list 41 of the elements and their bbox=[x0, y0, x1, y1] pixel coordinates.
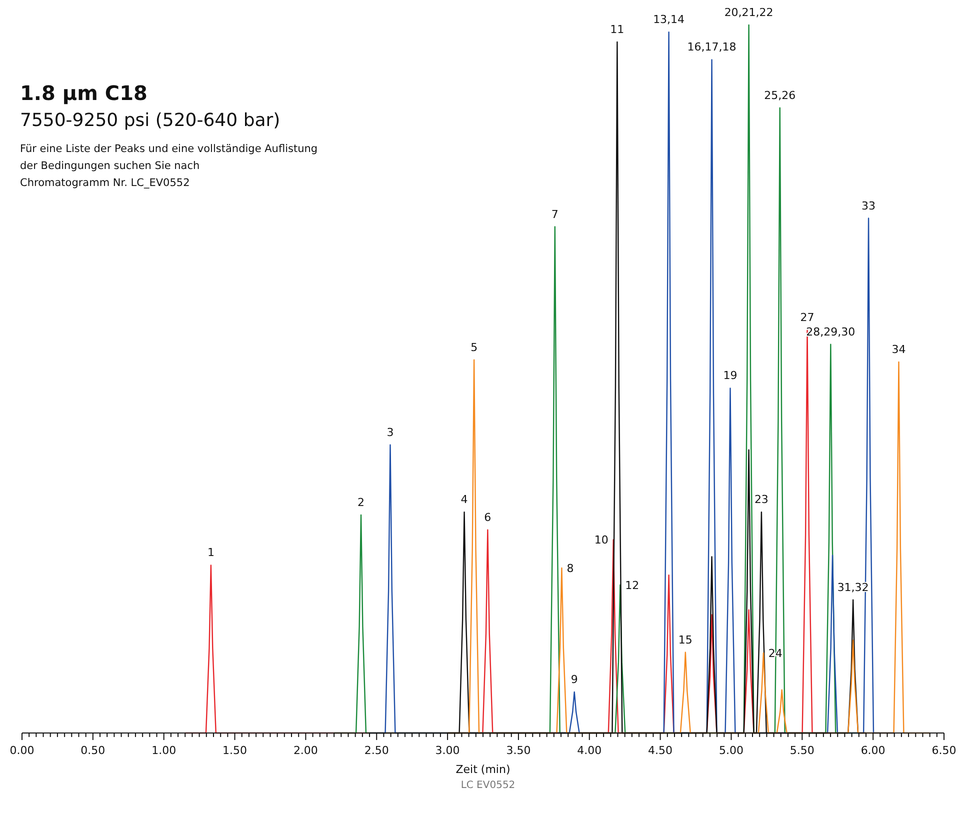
x-tick-label: 5.50 bbox=[790, 744, 814, 757]
x-tick-label: 3.00 bbox=[435, 744, 460, 757]
x-tick-label: 2.00 bbox=[293, 744, 318, 757]
annotation: 34 bbox=[892, 343, 906, 356]
annotation: 15 bbox=[678, 633, 692, 646]
x-tick-label: 1.50 bbox=[222, 744, 248, 757]
x-tick-label: 2.50 bbox=[364, 744, 389, 757]
annotation: 10 bbox=[594, 534, 608, 547]
annotation: 27 bbox=[800, 311, 814, 324]
x-tick-label: 4.00 bbox=[577, 744, 602, 757]
text: LC EV0552 bbox=[460, 780, 516, 791]
x-axis-title: Zeit (min) bbox=[456, 763, 510, 776]
annotation: 1 bbox=[207, 546, 214, 560]
annotation: 12 bbox=[625, 579, 640, 592]
annotation: 16,17,18 bbox=[687, 40, 736, 54]
annotation: 2 bbox=[358, 496, 365, 509]
annotation: 23 bbox=[754, 493, 768, 506]
annotation: 33 bbox=[862, 199, 876, 212]
annotation: 9 bbox=[570, 672, 578, 686]
x-tick-label: 0.50 bbox=[80, 744, 106, 757]
annotation: 20,21,22 bbox=[724, 6, 774, 19]
annotation: 25,26 bbox=[764, 88, 796, 102]
annotation: Für eine Liste der Peaks und eine vollständige Auflistung der Bedingungen suchen Sie nach Chromatogramm Nr. LC_EV0552 bbox=[20, 143, 318, 189]
x-tick-label: 6.50 bbox=[932, 744, 956, 757]
annotation: 11 bbox=[610, 22, 624, 36]
annotation: 7 bbox=[551, 208, 558, 221]
x-tick-label: 6.00 bbox=[860, 744, 886, 757]
x-tick-label: 0.00 bbox=[10, 744, 34, 757]
x-tick-label: 5.00 bbox=[718, 744, 744, 757]
text: 7550-9250 psi (520-640 bar) bbox=[20, 110, 280, 131]
annotation: 5 bbox=[470, 340, 478, 354]
text: 1.8 µm C18 bbox=[20, 81, 148, 105]
x-tick-label: 1.00 bbox=[152, 744, 176, 757]
annotation: 4 bbox=[460, 493, 468, 506]
x-tick-label: 4.50 bbox=[648, 744, 673, 757]
annotation: 6 bbox=[484, 510, 492, 524]
annotation: 3 bbox=[386, 426, 394, 439]
annotation: 19 bbox=[723, 369, 738, 382]
x-tick-label: 3.50 bbox=[506, 744, 531, 757]
annotation: 13,14 bbox=[653, 13, 685, 26]
annotation: 8 bbox=[566, 562, 574, 576]
